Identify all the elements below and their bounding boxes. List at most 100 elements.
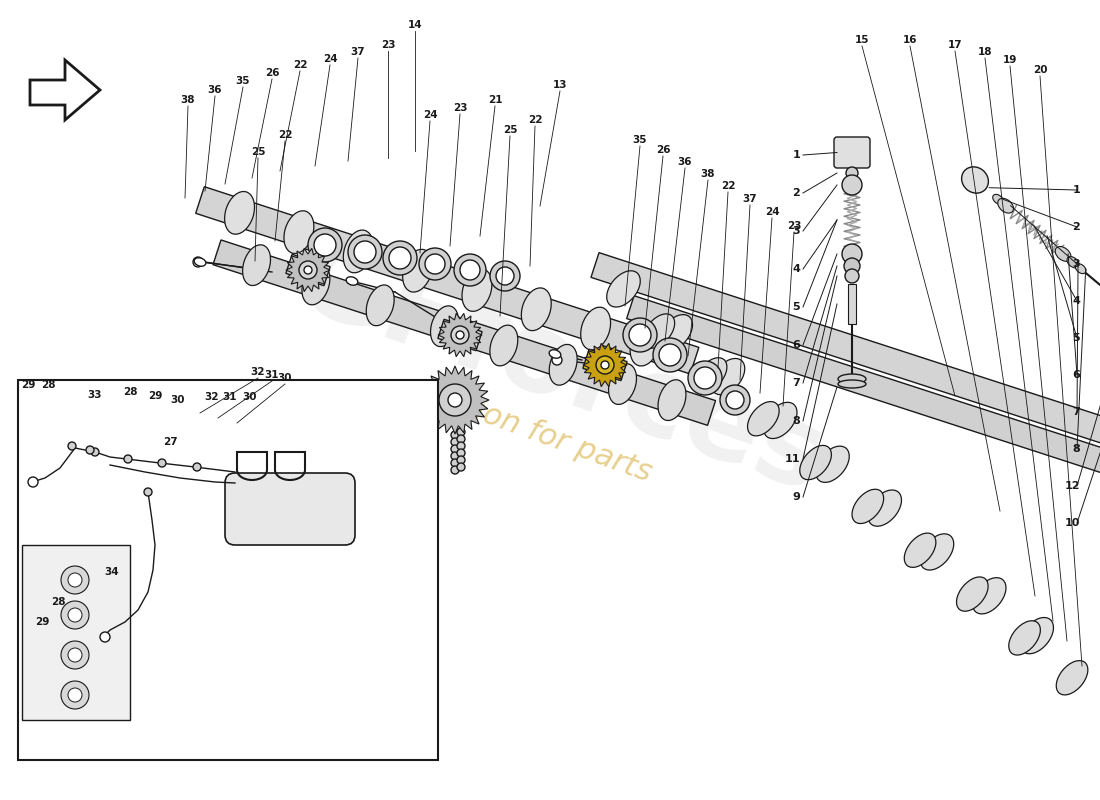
Ellipse shape	[1009, 621, 1041, 655]
Ellipse shape	[521, 288, 551, 330]
Ellipse shape	[346, 277, 358, 286]
Text: 37: 37	[351, 47, 365, 57]
Circle shape	[456, 449, 465, 457]
Ellipse shape	[712, 358, 745, 394]
Polygon shape	[213, 240, 716, 426]
Ellipse shape	[904, 533, 936, 567]
Circle shape	[596, 356, 614, 374]
Text: 36: 36	[678, 157, 692, 167]
Ellipse shape	[852, 490, 883, 523]
Ellipse shape	[800, 446, 832, 480]
Text: 10: 10	[1065, 518, 1080, 528]
Circle shape	[448, 393, 462, 407]
Ellipse shape	[992, 194, 1003, 204]
Text: 38: 38	[701, 169, 715, 179]
Ellipse shape	[972, 578, 1006, 614]
Polygon shape	[591, 253, 1100, 469]
Text: 34: 34	[104, 567, 119, 577]
Text: 29: 29	[21, 380, 35, 390]
Circle shape	[451, 438, 459, 446]
Circle shape	[623, 318, 657, 352]
Circle shape	[192, 463, 201, 471]
Text: 1: 1	[792, 150, 800, 160]
Circle shape	[68, 442, 76, 450]
Ellipse shape	[630, 323, 660, 366]
Circle shape	[456, 442, 465, 450]
Text: 19: 19	[1003, 55, 1018, 65]
Circle shape	[726, 391, 744, 409]
Bar	[848, 284, 856, 324]
Text: 2: 2	[792, 188, 800, 198]
Ellipse shape	[748, 402, 779, 436]
Circle shape	[454, 254, 486, 286]
Ellipse shape	[998, 198, 1013, 213]
Circle shape	[460, 260, 480, 280]
Circle shape	[456, 435, 465, 443]
Text: 3: 3	[1072, 259, 1080, 269]
Ellipse shape	[763, 402, 798, 438]
Text: 32: 32	[205, 392, 219, 402]
Text: 23: 23	[786, 221, 801, 231]
Ellipse shape	[430, 306, 459, 346]
Text: 30: 30	[243, 392, 257, 402]
Circle shape	[842, 244, 862, 264]
Text: 5: 5	[1072, 333, 1080, 343]
Circle shape	[844, 258, 860, 274]
Polygon shape	[627, 296, 1100, 510]
Circle shape	[456, 463, 465, 471]
Circle shape	[694, 367, 716, 389]
Text: 35: 35	[235, 76, 251, 86]
Circle shape	[456, 456, 465, 464]
Ellipse shape	[607, 270, 640, 307]
Text: 22: 22	[277, 130, 293, 140]
Circle shape	[144, 488, 152, 496]
Circle shape	[68, 608, 82, 622]
Circle shape	[192, 257, 204, 267]
Ellipse shape	[921, 534, 954, 570]
Circle shape	[552, 355, 562, 365]
Text: 30: 30	[170, 395, 185, 405]
Text: 25: 25	[503, 125, 517, 135]
Circle shape	[451, 431, 459, 439]
Text: 25: 25	[251, 147, 265, 157]
Circle shape	[100, 632, 110, 642]
Circle shape	[842, 175, 862, 195]
Circle shape	[389, 247, 411, 269]
Polygon shape	[196, 186, 698, 374]
Ellipse shape	[224, 191, 254, 234]
Text: 3: 3	[792, 226, 800, 236]
FancyBboxPatch shape	[834, 137, 870, 168]
Text: 8: 8	[792, 416, 800, 426]
Ellipse shape	[868, 490, 902, 526]
Ellipse shape	[658, 380, 686, 421]
Text: 31: 31	[265, 370, 279, 380]
Text: 32: 32	[251, 367, 265, 377]
Text: 1: 1	[1072, 185, 1080, 195]
Text: 2: 2	[1072, 222, 1080, 232]
Text: 26: 26	[265, 68, 279, 78]
Circle shape	[68, 573, 82, 587]
Text: 6: 6	[792, 340, 800, 350]
Text: 18: 18	[978, 47, 992, 57]
Polygon shape	[30, 60, 100, 120]
Text: 31: 31	[222, 392, 238, 402]
Circle shape	[304, 266, 312, 274]
Text: 12: 12	[1065, 481, 1080, 491]
Circle shape	[720, 385, 750, 415]
Text: 8: 8	[1072, 444, 1080, 454]
Circle shape	[28, 477, 38, 487]
Text: 15: 15	[855, 35, 869, 45]
Text: 24: 24	[764, 207, 779, 217]
Polygon shape	[421, 366, 490, 434]
Polygon shape	[583, 343, 627, 386]
Ellipse shape	[549, 350, 561, 358]
Text: 5: 5	[792, 302, 800, 312]
Circle shape	[846, 167, 858, 179]
Text: 28: 28	[41, 380, 55, 390]
Polygon shape	[286, 248, 330, 292]
Circle shape	[68, 688, 82, 702]
Polygon shape	[583, 350, 627, 381]
Circle shape	[451, 459, 459, 467]
Text: 29: 29	[147, 391, 162, 401]
Ellipse shape	[838, 374, 866, 384]
